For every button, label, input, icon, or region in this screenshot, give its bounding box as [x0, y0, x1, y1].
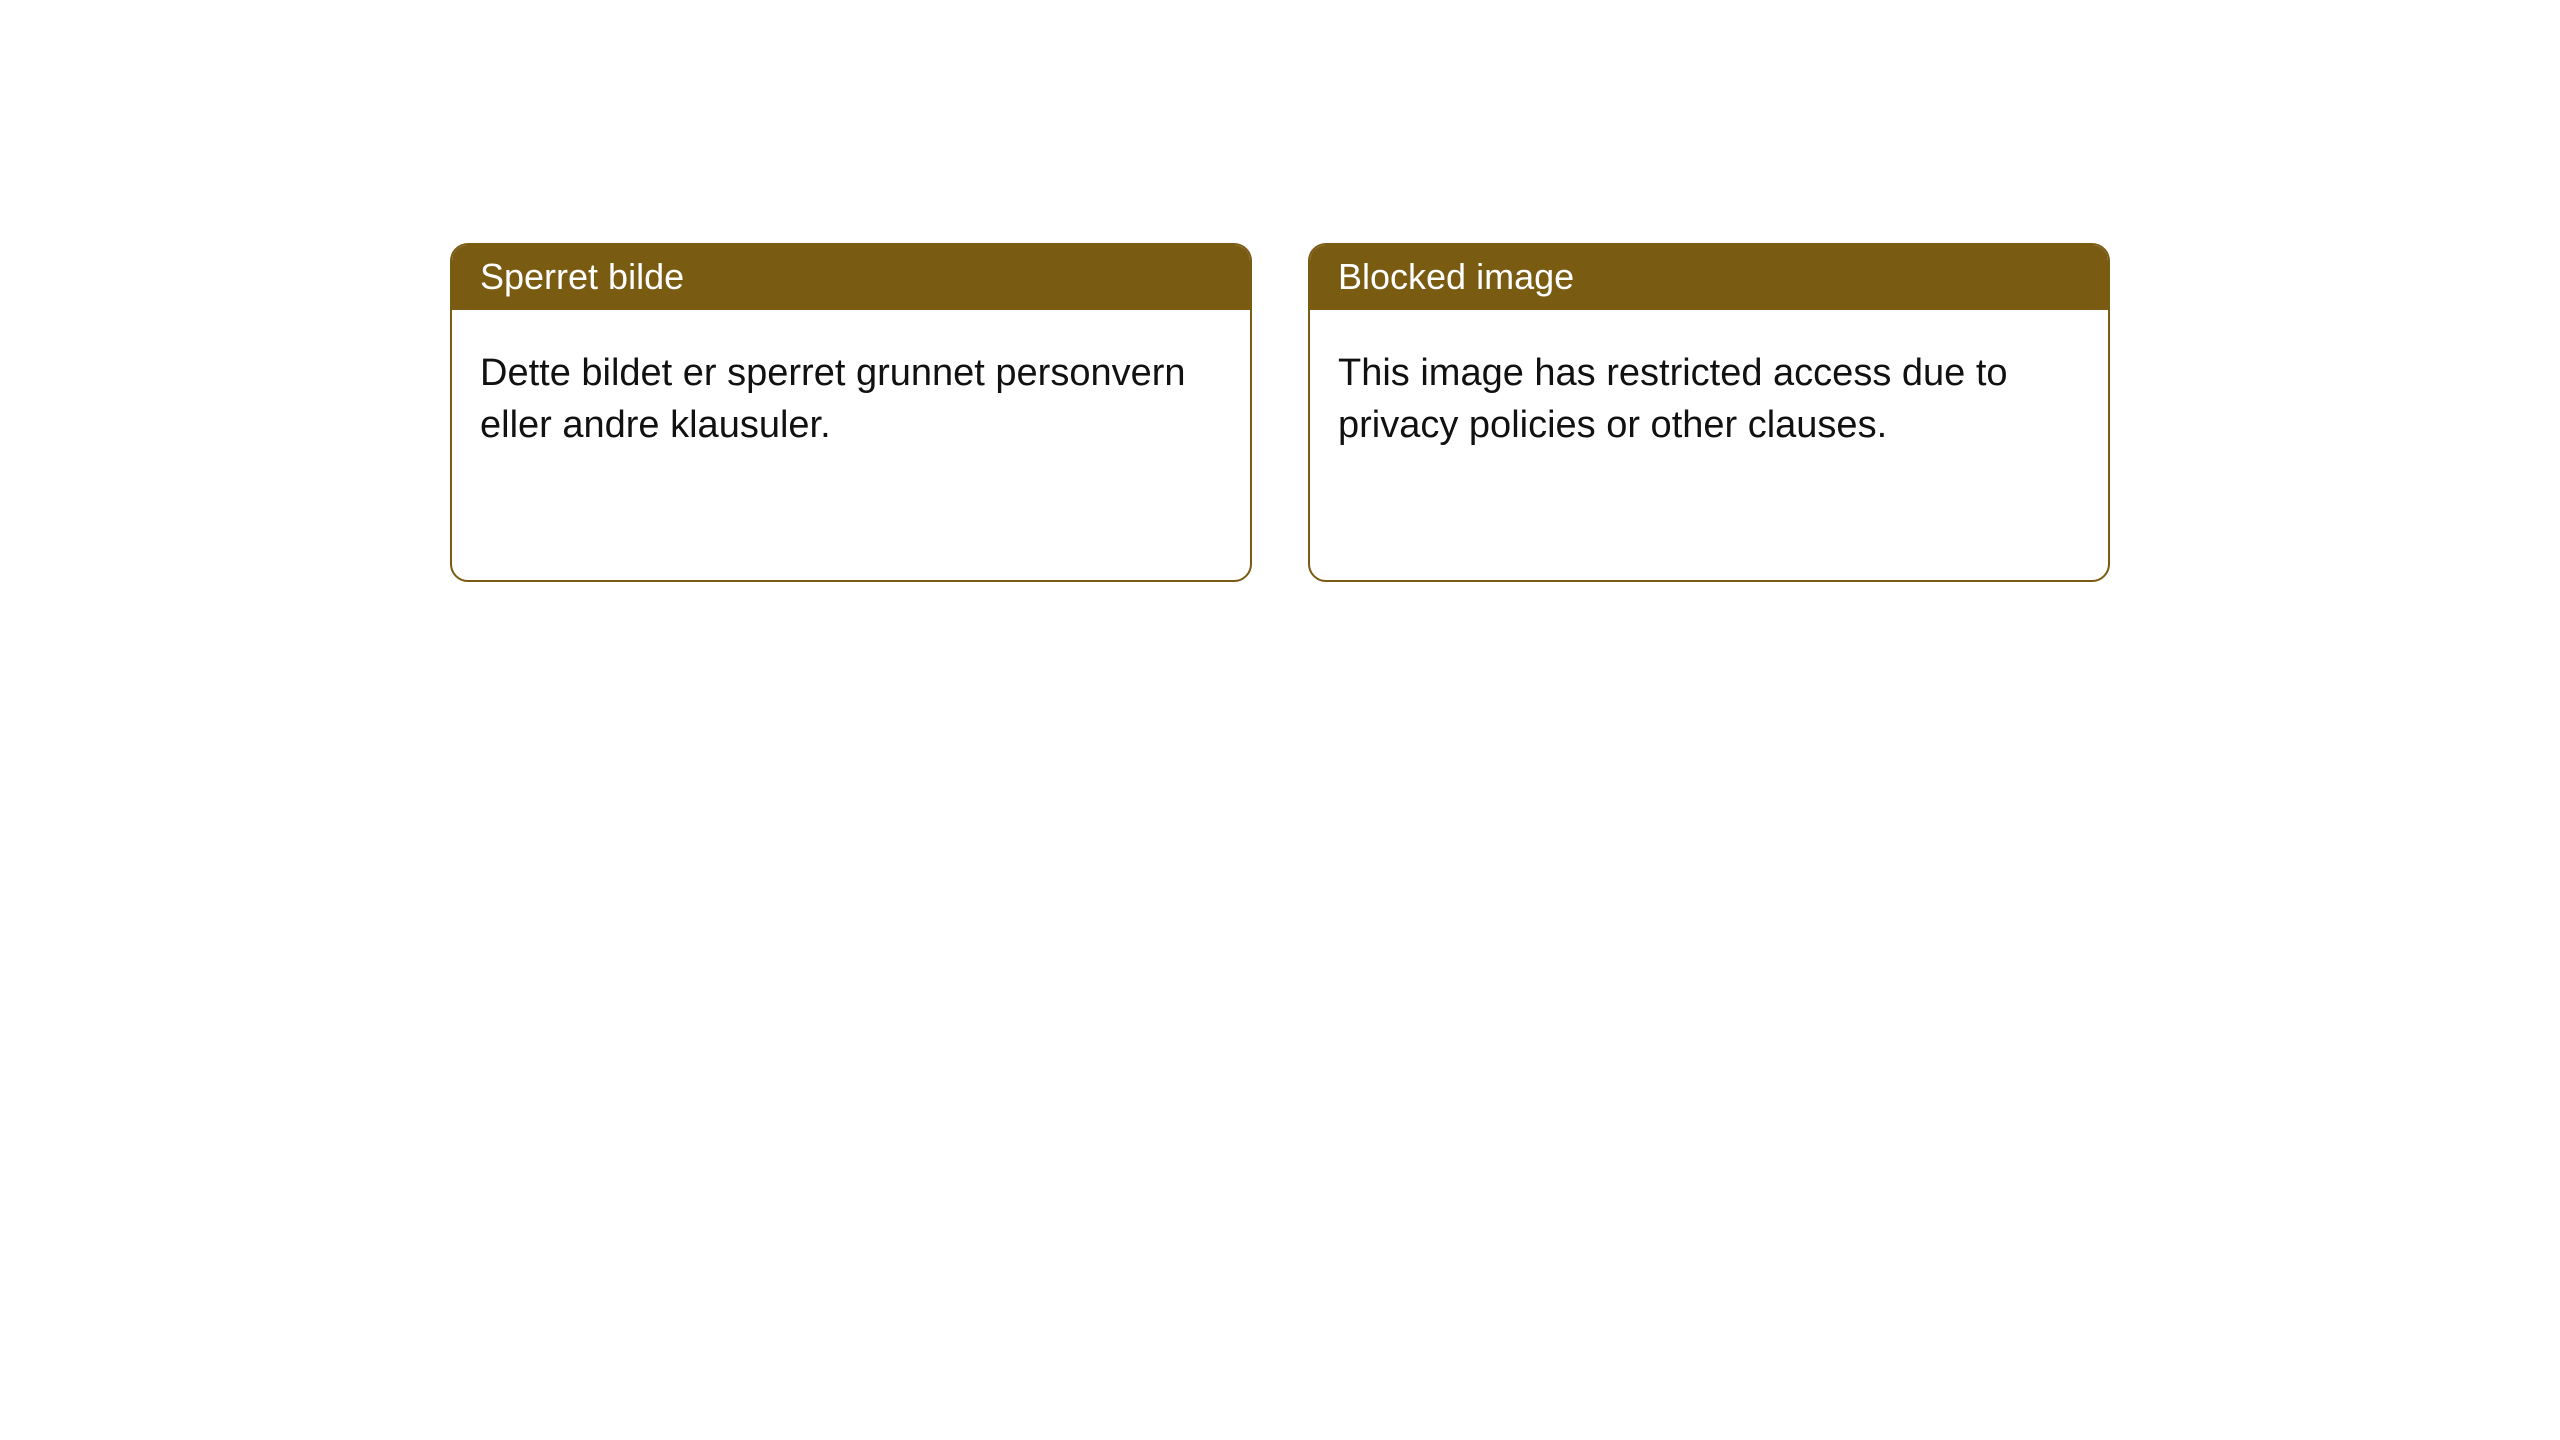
card-body: Dette bildet er sperret grunnet personve… [452, 310, 1250, 580]
card-body: This image has restricted access due to … [1310, 310, 2108, 580]
card-body-text: Dette bildet er sperret grunnet personve… [480, 348, 1222, 451]
card-body-text: This image has restricted access due to … [1338, 348, 2080, 451]
notice-cards-container: Sperret bilde Dette bildet er sperret gr… [450, 243, 2110, 582]
card-header-text: Sperret bilde [480, 256, 684, 297]
card-header: Blocked image [1310, 245, 2108, 310]
notice-card-english: Blocked image This image has restricted … [1308, 243, 2110, 582]
card-header: Sperret bilde [452, 245, 1250, 310]
card-header-text: Blocked image [1338, 256, 1574, 297]
notice-card-norwegian: Sperret bilde Dette bildet er sperret gr… [450, 243, 1252, 582]
